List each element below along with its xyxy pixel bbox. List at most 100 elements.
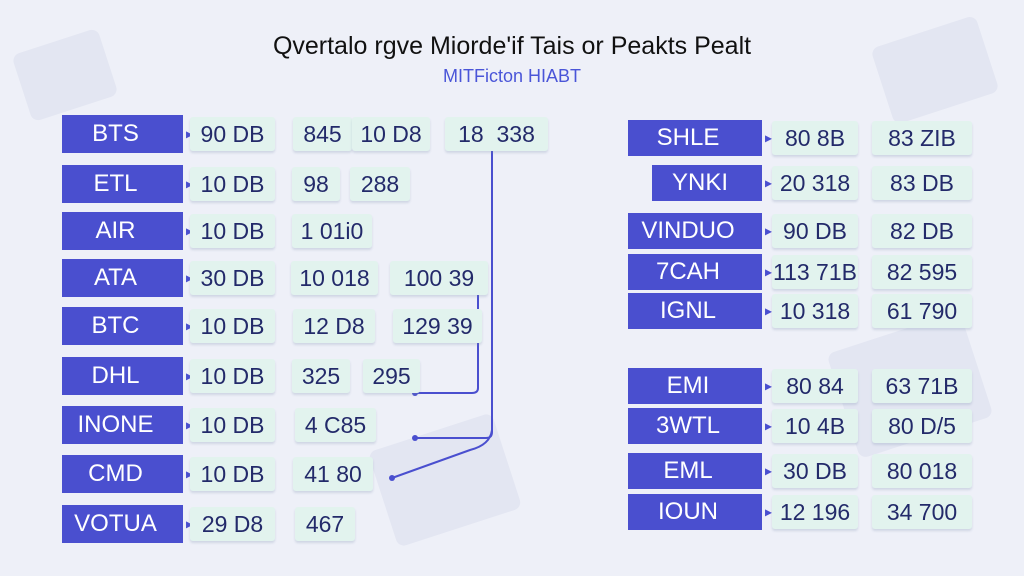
value-cell: 90 DB [190,117,275,151]
row-label-text: 7CAH [655,258,721,285]
value-cell-text: 129 39 [402,312,473,339]
chevron-right-icon: ▸ [764,462,772,479]
row-label-text: AIR [95,217,136,244]
value-cell: 1 01i0 [292,214,372,248]
value-cell: 288 [350,167,410,201]
row-label: EMI ▸ [628,368,772,404]
value-cell-text: 80 018 [886,457,958,484]
chevron-right-icon: ▸ [764,174,772,191]
value-cell-text: 82 DB [890,217,954,244]
chevron-right-icon: ▸ [764,503,772,520]
connector-line [415,290,479,394]
value-cell-text: 90 DB [783,217,847,244]
value-cell-text: 83 ZIB [888,124,956,151]
chevron-right-icon: ▸ [186,466,193,483]
value-cell: 30 DB [772,454,858,488]
value-cell-text: 63 71B [885,372,959,399]
chevron-right-icon: ▸ [764,417,772,434]
chevron-right-icon: ▸ [186,176,193,193]
row-label-text: VINDUO [641,217,735,244]
value-cell-text: 80 84 [786,372,844,399]
row-label: DHL ▸ [62,357,193,395]
value-cell-text: 10 018 [299,264,370,291]
value-cell-text: 20 318 [779,169,851,196]
row-label: AIR ▸ [62,212,193,250]
value-cell-text: 90 DB [200,120,265,147]
row-label: ATA ▸ [62,259,193,297]
value-cell: 34 700 [872,495,972,529]
chevron-right-icon: ▸ [186,516,193,533]
row-label-text: YNKI [671,169,728,196]
value-cell: 295 [363,359,420,393]
value-cell-text: 295 [372,362,411,389]
value-cell: 61 790 [872,294,972,328]
value-cell: 41 80 [293,457,373,491]
row-label-text: BTC [91,312,140,339]
value-cell: 83 DB [872,166,972,200]
chevron-right-icon: ▸ [764,129,772,146]
value-cell-text: 10 4B [784,412,846,439]
row-label: 3WTL ▸ [628,408,772,444]
row-label: IOUN ▸ [628,494,772,530]
row-label: BTC ▸ [62,307,193,345]
row-label-text: INONE [77,411,154,438]
value-cell-text: 845 [303,120,342,147]
row-label: INONE ▸ [62,406,193,444]
value-cell: 325 [292,359,350,393]
row-label: IGNL ▸ [628,293,772,329]
chevron-right-icon: ▸ [186,318,193,335]
value-cell-text: 34 700 [886,498,958,525]
value-cell: 20 318 [772,166,858,200]
value-cell-text: 12 196 [779,498,851,525]
value-cell: 10 318 [772,294,858,328]
value-cell: 10 D8 [352,117,430,151]
row-label-text: EML [663,457,713,484]
value-cell-text: 10 DB [200,411,265,438]
row-label-text: EMI [666,372,710,399]
chevron-right-icon: ▸ [764,263,772,280]
value-cell: 29 D8 [190,507,275,541]
value-cell-text: 83 DB [890,169,954,196]
value-cell: 10 DB [190,457,275,491]
value-cell: 845 [293,117,352,151]
value-cell-text: 30 DB [783,457,847,484]
value-cell-text: 98 [303,170,329,197]
row-label-text: IOUN [658,498,718,525]
value-cell: 30 DB [190,261,275,295]
row-label: VINDUO ▸ [628,213,772,249]
value-cell: 100 39 [390,261,488,295]
connector-line [391,429,493,479]
chevron-right-icon: ▸ [186,417,193,434]
value-cell: 90 DB [772,214,858,248]
value-cell: 80 018 [872,454,972,488]
value-cell: 10 DB [190,309,275,343]
row-label: BTS ▸ [62,115,193,153]
value-cell: 4 C85 [295,408,376,442]
row-label-text: VOTUA [74,510,157,537]
value-cell: 80 8B [772,121,858,155]
row-label-text: IGNL [659,297,716,324]
value-cell: 10 DB [190,214,275,248]
value-cell: 10 DB [190,359,275,393]
value-cell: 113 71B [772,255,858,289]
value-cell-text: 10 DB [200,312,265,339]
value-cell: 10 DB [190,408,275,442]
value-cell: 18 338 [445,117,548,151]
chevron-right-icon: ▸ [186,126,193,143]
value-cell-text: 10 DB [200,460,265,487]
value-cell: 82 DB [872,214,972,248]
row-label-text: DHL [91,362,140,389]
value-cell-text: 100 39 [403,264,475,291]
value-cell-text: 80 8B [784,124,846,151]
value-cell-text: 4 C85 [304,411,367,438]
page-title: Qvertalo rgve Miorde'if Tais or Peakts P… [272,32,752,60]
page-subtitle: MITFicton HIABT [442,66,581,86]
value-cell: 12 196 [772,495,858,529]
value-cell-text: 82 595 [886,258,958,285]
value-cell-text: 10 DB [200,362,265,389]
row-label: CMD ▸ [62,455,193,493]
row-label: 7CAH ▸ [628,254,772,290]
value-cell-text: 30 DB [200,264,265,291]
value-cell-text: 10 DB [200,217,265,244]
row-label-text: ATA [93,264,138,291]
